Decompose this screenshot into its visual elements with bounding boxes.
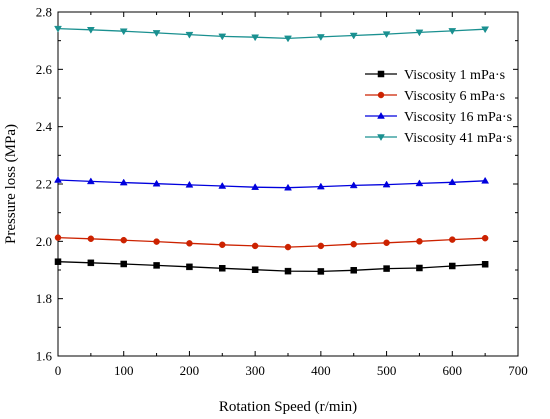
data-point [87, 235, 95, 243]
data-point [416, 264, 423, 272]
y-tick-label: 2.2 [36, 177, 52, 192]
y-axis-label: Pressure loss (MPa) [3, 124, 19, 244]
data-point [86, 27, 95, 34]
legend-item: Viscosity 1 mPa·s [365, 68, 505, 83]
x-tick-label: 100 [114, 363, 134, 378]
data-point [349, 181, 358, 189]
data-point [219, 265, 226, 272]
series-4 [54, 25, 490, 43]
data-point [383, 265, 390, 272]
series-line [57, 179, 486, 189]
data-point [153, 238, 160, 245]
data-point [284, 267, 292, 275]
data-point [86, 177, 95, 185]
data-point [185, 180, 194, 188]
data-point [251, 266, 259, 273]
data-point [415, 179, 424, 187]
series-line [57, 27, 486, 40]
legend-item: Viscosity 6 mPa·s [365, 89, 505, 104]
legend-label: Viscosity 6 mPa·s [404, 89, 505, 104]
x-tick-label: 300 [245, 363, 265, 378]
x-tick-label: 600 [443, 363, 463, 378]
legend-marker [377, 134, 385, 141]
data-point [284, 35, 292, 43]
data-point [382, 31, 391, 39]
data-point [219, 241, 226, 249]
data-point [54, 234, 62, 241]
legend-item: Viscosity 16 mPa·s [365, 110, 512, 125]
data-point [481, 234, 489, 242]
data-point [284, 243, 292, 251]
legend-marker [377, 112, 385, 119]
series-2 [54, 234, 489, 251]
data-point [186, 263, 193, 271]
data-point [251, 242, 259, 250]
series-line [57, 236, 486, 248]
data-point [152, 179, 161, 187]
legend-label: Viscosity 1 mPa·s [404, 68, 505, 83]
data-point [449, 262, 456, 270]
data-point [251, 183, 260, 190]
x-tick-label: 400 [311, 363, 331, 378]
axis-ticks: 0 100 200 300 400 500 600 700 1.6 1.8 2.0 2.2 2.4 2.6… [36, 5, 528, 379]
data-point [153, 262, 160, 269]
legend-item: Viscosity 41 mPa·s [365, 131, 512, 146]
data-point [218, 182, 227, 189]
data-point [120, 236, 127, 244]
x-tick-label: 200 [180, 363, 200, 378]
y-tick-label: 2.4 [36, 119, 53, 134]
data-point [284, 183, 292, 191]
data-point [383, 239, 390, 247]
data-point [185, 31, 194, 39]
data-point [218, 33, 227, 41]
y-tick-label: 1.8 [36, 291, 52, 306]
x-tick-label: 0 [55, 363, 62, 378]
data-point [316, 182, 325, 190]
data-point [54, 258, 62, 265]
data-point [251, 34, 260, 42]
data-point [481, 176, 490, 184]
data-point [120, 260, 127, 268]
data-point [416, 238, 423, 245]
data-point [481, 26, 490, 34]
data-point [449, 236, 456, 243]
data-point [54, 175, 62, 183]
data-point [87, 259, 95, 267]
data-point [349, 32, 358, 40]
legend-label: Viscosity 16 mPa·s [404, 110, 512, 125]
legend-label: Viscosity 41 mPa·s [404, 131, 512, 146]
data-point [152, 30, 161, 37]
data-point [317, 268, 325, 275]
series-line [57, 261, 486, 273]
legend: Viscosity 1 mPa·s Viscosity 6 mPa·s Viscos… [365, 68, 512, 146]
x-axis-label: Rotation Speed (r/min) [219, 399, 357, 415]
data-point [186, 240, 193, 247]
data-point [448, 28, 457, 35]
y-tick-label: 2.6 [36, 62, 53, 77]
series-1 [54, 258, 489, 275]
data-point [415, 29, 424, 37]
data-point [448, 178, 457, 186]
y-tick-label: 2.8 [36, 5, 52, 20]
data-point [316, 34, 325, 41]
series-3 [54, 175, 490, 191]
data-point [119, 28, 128, 36]
y-tick-label: 2.0 [36, 234, 52, 249]
series-group [54, 25, 490, 275]
y-tick-label: 1.6 [36, 349, 53, 364]
x-tick-label: 500 [377, 363, 397, 378]
x-tick-label: 700 [508, 363, 528, 378]
legend-marker [377, 70, 385, 78]
data-point [481, 261, 489, 268]
data-point [350, 240, 357, 248]
data-point [382, 180, 391, 188]
data-point [54, 25, 62, 33]
data-point [119, 178, 128, 186]
data-point [317, 242, 325, 250]
data-point [350, 267, 357, 274]
legend-marker [377, 91, 385, 99]
